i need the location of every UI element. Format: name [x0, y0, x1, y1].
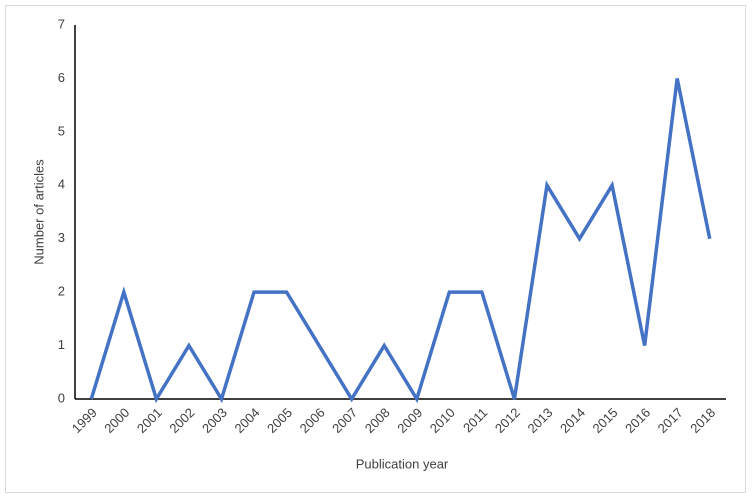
y-tick-label: 2 [58, 284, 65, 299]
x-axis-title: Publication year [356, 456, 449, 471]
data-line [89, 78, 712, 404]
y-tick-label: 4 [58, 177, 65, 192]
y-tick-label: 5 [58, 123, 65, 138]
y-tick-label: 1 [58, 337, 65, 352]
chart-frame [5, 5, 746, 493]
y-tick-label: 0 [58, 390, 65, 405]
y-axis-title: Number of articles [31, 159, 46, 265]
y-tick-label: 6 [58, 70, 65, 85]
y-tick-label: 7 [58, 16, 65, 31]
y-tick-label: 3 [58, 230, 65, 245]
